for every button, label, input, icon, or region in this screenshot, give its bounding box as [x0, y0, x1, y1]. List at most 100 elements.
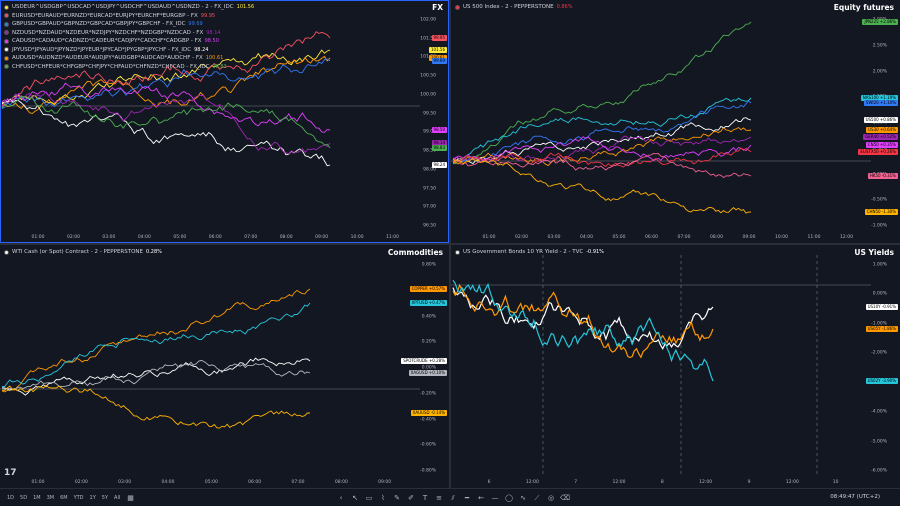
legend-series-value: 98.24: [194, 46, 209, 53]
series-line[interactable]: [452, 158, 752, 214]
series-line[interactable]: [1, 55, 331, 114]
legend-row[interactable]: WTI Cash (or Spot) Contract - 2 - PEPPER…: [4, 248, 162, 257]
last-value-badge: NAS100 +1.19%: [860, 95, 898, 101]
brush-icon[interactable]: ✐: [408, 494, 414, 502]
price-tick-label: -0.80%: [420, 468, 436, 474]
yields-pane-label: US Yields: [854, 248, 894, 257]
yields-chart-pane[interactable]: US Government Bonds 10 YR Yield - 2 - TV…: [451, 245, 900, 488]
commodities-time-axis[interactable]: 01:00 02:00 03:00 04:00 05:00 06:00 07:00 08:00…: [0, 479, 449, 488]
time-tick-label: 09:00: [378, 480, 392, 485]
equity-time-axis[interactable]: 01:00 02:00 03:00 04:00 05:00 06:00 07:00 08:00…: [451, 234, 900, 243]
arrow-icon[interactable]: ←: [478, 494, 484, 502]
rectangle-icon[interactable]: ▭: [365, 494, 373, 502]
fib-icon[interactable]: ≡: [436, 494, 442, 502]
yields-price-axis[interactable]: 1.00%0.00%-1.00%-2.00%-3.00%-4.00%-5.00%…: [871, 245, 891, 478]
series-line[interactable]: [452, 279, 714, 382]
yields-time-axis[interactable]: 6 12:00 7 12:00 8 12:00 9 12:00 10: [451, 479, 900, 488]
ray-icon[interactable]: —: [491, 494, 499, 502]
legend-row[interactable]: US Government Bonds 10 YR Yield - 2 - TV…: [455, 248, 604, 257]
equity-plot[interactable]: [451, 0, 900, 243]
horizontal-line-icon[interactable]: ━: [464, 494, 470, 502]
last-value-badge: 101.56: [429, 47, 447, 53]
measure-icon[interactable]: ⟋: [534, 493, 540, 502]
time-tick-label: 04:00: [161, 480, 175, 485]
series-line[interactable]: [1, 302, 311, 388]
legend-row[interactable]: CHFUSD*CHFEUR*CHFGBP*CHFJPY*CHFAUD*CHFNZ…: [4, 63, 254, 72]
text-icon[interactable]: T: [422, 494, 428, 502]
timeframe-1m[interactable]: 1M: [33, 494, 41, 501]
timeframe-5d[interactable]: 5D: [20, 494, 28, 501]
time-tick-label: 04:00: [137, 235, 151, 240]
commodities-chart-pane[interactable]: WTI Cash (or Spot) Contract - 2 - PEPPER…: [0, 245, 449, 488]
fx-time-axis[interactable]: 01:00 02:00 03:00 04:00 05:00 06:00 07:00 08:00…: [0, 234, 449, 243]
channel-icon[interactable]: ⫽: [451, 493, 455, 502]
series-line[interactable]: [1, 359, 311, 390]
legend-row[interactable]: NZDUSD*NZDAUD*NZDEUR*NZDJPY*NZDCHF*NZDGB…: [4, 29, 254, 38]
session-clock[interactable]: 08:49:47 (UTC+2): [830, 494, 880, 500]
series-line[interactable]: [1, 31, 331, 107]
series-line[interactable]: [452, 283, 714, 359]
series-line[interactable]: [452, 135, 752, 163]
legend-row[interactable]: USDEUR^USDGBP^USDCAD^USDJPY^USDCHF^USDAU…: [4, 3, 254, 12]
circle-icon[interactable]: ◯: [505, 494, 513, 502]
series-line[interactable]: [1, 384, 310, 429]
time-tick-label: 08:00: [710, 235, 723, 240]
fx-plot[interactable]: [0, 0, 449, 243]
pen-icon[interactable]: ✎: [394, 494, 400, 502]
fx-legend: USDEUR^USDGBP^USDCAD^USDJPY^USDCHF^USDAU…: [4, 3, 254, 71]
path-icon[interactable]: ⌇: [381, 494, 385, 502]
series-line[interactable]: [452, 147, 752, 168]
timeframe-all[interactable]: All: [114, 494, 121, 501]
arrow-left-icon[interactable]: ‹: [339, 494, 343, 502]
legend-row[interactable]: US 500 Index - 2 - PEPPERSTONE 0.86%: [455, 3, 573, 12]
legend-row[interactable]: JPYUSD*JPYAUD*JPYNZD*JPYEUR*JPYCAD*JPYGB…: [4, 46, 254, 55]
series-line[interactable]: [452, 153, 752, 179]
timeframe-3m[interactable]: 3M: [46, 494, 55, 501]
time-tick-label: 07:00: [291, 480, 305, 485]
time-tick-label: 12:00: [525, 480, 539, 485]
series-line[interactable]: [1, 288, 311, 393]
cursor-icon[interactable]: ↖: [352, 494, 358, 502]
legend-series-value: 0.86%: [556, 4, 573, 10]
timeframe-ytd[interactable]: YTD: [73, 494, 84, 501]
series-line[interactable]: [1, 49, 331, 105]
timeframe-5y[interactable]: 5Y: [101, 494, 109, 501]
pattern-icon[interactable]: ∿: [520, 494, 526, 502]
series-line[interactable]: [453, 21, 752, 165]
series-line[interactable]: [452, 100, 752, 163]
pane-divider-horizontal[interactable]: [0, 243, 900, 245]
last-value-badge: 98.83: [431, 145, 447, 151]
series-line[interactable]: [1, 82, 331, 133]
time-tick-label: 02:00: [515, 235, 528, 240]
series-line[interactable]: [452, 97, 752, 163]
calendar-icon[interactable]: ▦: [127, 493, 134, 502]
price-tick-label: -0.50%: [871, 197, 887, 203]
timeframe-6m[interactable]: 6M: [60, 494, 68, 501]
series-line[interactable]: [1, 90, 331, 155]
price-tick-label: 2.50%: [872, 43, 887, 49]
time-tick-label: 03:00: [547, 235, 561, 240]
legend-row[interactable]: AUDUSD*AUDNZD*AUDEUR*AUDJPY*AUDGBP*AUDCA…: [4, 54, 254, 63]
series-line[interactable]: [1, 95, 331, 149]
legend-row[interactable]: EURUSD*EURAUD*EURNZD*EURCAD*EURJPY*EURCH…: [4, 12, 254, 21]
commodities-plot[interactable]: [0, 245, 449, 488]
legend-row[interactable]: CADUSD*CADAUD*CADNZD*CADEUR*CADJPY*CADCH…: [4, 37, 254, 46]
yields-plot[interactable]: [451, 245, 900, 488]
series-color-swatch: [4, 38, 9, 44]
legend-row[interactable]: GBPUSD*GBPAUD*GBPNZD*GBPCAD*GBPJPY*GBPCH…: [4, 20, 254, 29]
fx-chart-pane[interactable]: USDEUR^USDGBP^USDCAD^USDJPY^USDCHF^USDAU…: [0, 0, 449, 243]
tradingview-logo[interactable]: 17: [4, 468, 17, 478]
equity-chart-pane[interactable]: US 500 Index - 2 - PEPPERSTONE 0.86% Equi…: [451, 0, 900, 243]
fx-price-axis[interactable]: 102.00 101.50 101.00 100.50 100.00 99.50 99.00…: [420, 0, 440, 233]
price-tick-label: -2.00%: [871, 350, 887, 356]
series-line[interactable]: [1, 58, 331, 109]
eraser-icon[interactable]: ⌫: [560, 494, 570, 502]
legend-series-name: AUDUSD*AUDNZD*AUDEUR*AUDJPY*AUDGBP*AUDCA…: [12, 55, 203, 61]
series-line[interactable]: [452, 136, 752, 162]
last-value-badge: US10Y -0.91%: [865, 304, 898, 310]
timeframe-1d[interactable]: 1D: [7, 494, 15, 501]
series-line[interactable]: [452, 287, 714, 350]
timeframe-1y[interactable]: 1Y: [89, 494, 96, 501]
series-line[interactable]: [1, 98, 331, 167]
magnet-icon[interactable]: ◎: [547, 494, 555, 502]
